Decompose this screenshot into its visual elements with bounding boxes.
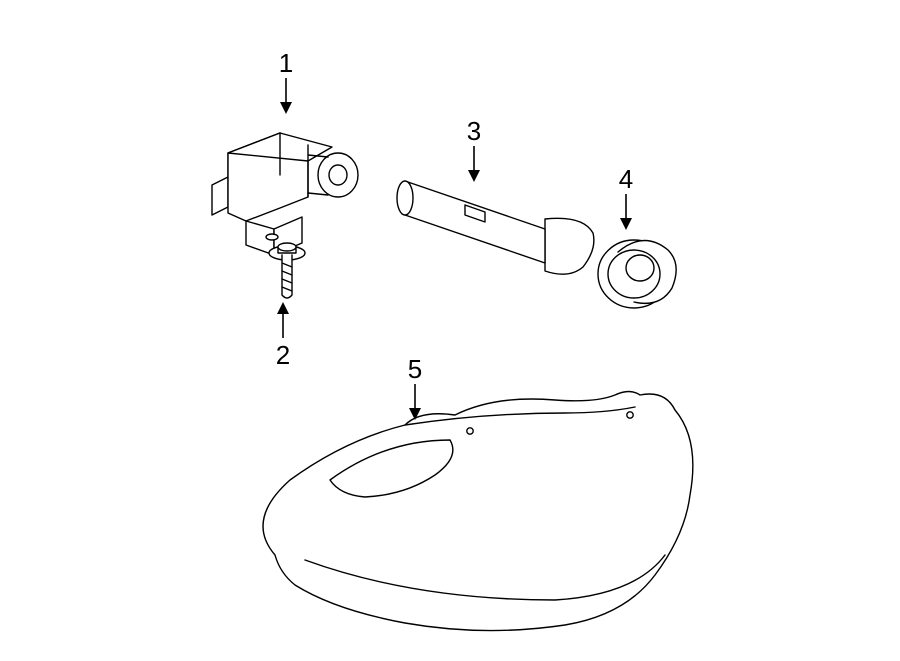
callout-5-label: 5 [405,356,425,382]
callout-1-label: 1 [276,50,296,76]
callout-1: 1 [276,50,296,116]
callout-2-label: 2 [273,342,293,368]
part-insulator [235,385,715,645]
part-grommet [590,228,690,318]
callout-2: 2 [273,300,293,368]
callout-4-label: 4 [616,166,636,192]
callout-1-arrow [276,76,296,116]
callout-4-arrow [616,192,636,232]
callout-3-label: 3 [464,118,484,144]
part-bolt [262,237,312,307]
callout-4: 4 [616,166,636,232]
parts-diagram: 1 2 3 4 5 [0,0,900,661]
part-probe [385,175,605,295]
